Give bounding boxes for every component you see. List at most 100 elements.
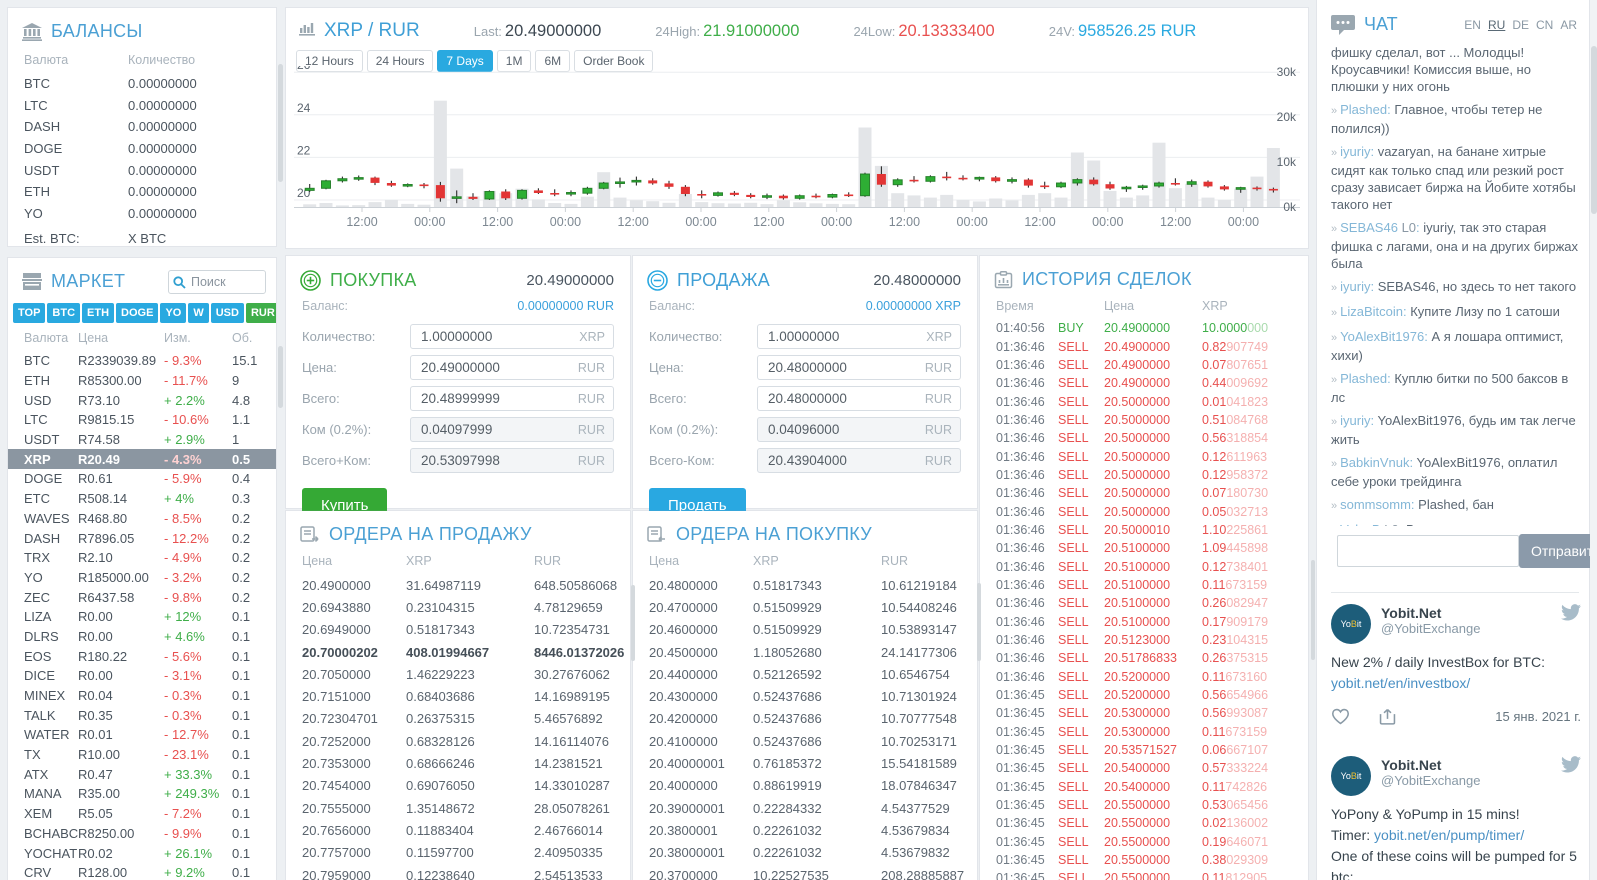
market-tab-btc[interactable]: BTC	[47, 303, 81, 323]
buy-всего-field[interactable]: RUR	[410, 386, 614, 411]
balances-scrollbar[interactable]	[278, 64, 283, 182]
sell-количество-field[interactable]: XRP	[757, 324, 961, 349]
buy-order-row[interactable]: 20.4800000 0.51817343 10.61219184	[649, 577, 957, 593]
market-tab-doge[interactable]: DOGE	[116, 303, 159, 323]
chat-message-input[interactable]	[1337, 535, 1519, 567]
chat-username[interactable]: Plashed	[1340, 371, 1388, 386]
chat-username[interactable]: SEBAS46	[1340, 220, 1398, 235]
buy-order-row[interactable]: 20.4500000 1.18052680 24.14177306	[649, 644, 957, 660]
sell-order-row[interactable]: 20.7151000 0.68403686 14.16989195	[302, 689, 610, 705]
chat-language-en[interactable]: EN	[1464, 17, 1481, 32]
market-row-eos[interactable]: EOS R180.22- 5.6% 0.1	[24, 648, 251, 664]
sell-order-row[interactable]: 20.7656000 0.11883404 2.46766014	[302, 822, 603, 838]
chat-username[interactable]: LizaBitcoin	[1340, 304, 1403, 319]
buy-order-row[interactable]: 20.4700000 0.51509929 10.54408246	[649, 599, 957, 615]
buy-field-input[interactable]	[419, 390, 572, 407]
buy-цена-field[interactable]: RUR	[410, 355, 614, 380]
market-row-dlrs[interactable]: DLRS R0.00 + 4.6% 0.1	[24, 628, 251, 644]
chat-username[interactable]: BabkinVnuk	[1340, 455, 1410, 470]
market-row-dice[interactable]: DICE R0.00- 3.1% 0.1	[24, 668, 251, 684]
tweet-author-name[interactable]: Yobit.Net	[1381, 605, 1442, 621]
sell-order-row[interactable]: 20.7050000 1.46229223 30.27676062	[302, 666, 610, 682]
sell-цена-field[interactable]: RUR	[757, 355, 961, 380]
chat-language-cn[interactable]: CN	[1535, 17, 1554, 32]
chat-language-ar[interactable]: AR	[1560, 17, 1577, 32]
market-row-usd[interactable]: USD R73.10 + 2.2% 4.8	[24, 392, 251, 408]
chat-username[interactable]: iyuriy	[1340, 279, 1371, 294]
sell-всего-field[interactable]: RUR	[757, 386, 961, 411]
chat-username[interactable]: iyuriy	[1340, 144, 1371, 159]
market-row-crv[interactable]: CRV R128.00 + 9.2% 0.1	[24, 865, 251, 880]
sell-order-row[interactable]: 20.7959000 0.12238640 2.54513533	[302, 867, 603, 880]
sell-order-row[interactable]: 20.4900000 31.64987119 648.50586068	[302, 577, 618, 593]
market-row-eth[interactable]: ETH R85300.00- 11.7% 9	[24, 373, 240, 389]
buy-order-row[interactable]: 20.3700000 10.22527535 208.28885887	[649, 867, 965, 880]
chat-language-de[interactable]: DE	[1512, 17, 1529, 32]
market-row-zec[interactable]: ZEC R6437.58- 9.8% 0.2	[24, 589, 251, 605]
market-row-etc[interactable]: ETC R508.14 + 4% 0.3	[24, 491, 251, 507]
chart-tab-24-hours[interactable]: 24 Hours	[366, 50, 434, 72]
sell-order-row[interactable]: 20.7757000 0.11597700 2.40950335	[302, 845, 603, 861]
buy-field-input[interactable]	[419, 328, 574, 345]
market-row-doge[interactable]: DOGE R0.61- 5.9% 0.4	[24, 471, 251, 487]
buy-order-row[interactable]: 20.3800001 0.22261032 4.53679834	[649, 822, 950, 838]
market-tab-w[interactable]: W	[188, 303, 209, 323]
market-search-input[interactable]	[189, 274, 255, 290]
market-row-mana[interactable]: MANA R35.00 + 249.3% 0.1	[24, 786, 251, 802]
market-tab-rur[interactable]: RUR	[245, 303, 276, 323]
like-heart-icon[interactable]	[1331, 708, 1350, 725]
market-tab-usd[interactable]: USD	[210, 303, 244, 323]
candlestick-chart[interactable]: 2624222012:0000:0012:0000:0012:0000:0012…	[294, 58, 1300, 242]
buy-order-row[interactable]: 20.39000001 0.22284332 4.54377529	[649, 800, 950, 816]
chart-tab-order-book[interactable]: Order Book	[574, 50, 654, 72]
market-row-xem[interactable]: XEM R5.05- 7.2% 0.1	[24, 806, 251, 822]
market-scrollbar[interactable]	[278, 346, 283, 408]
market-row-dash[interactable]: DASH R7896.05- 12.2% 0.2	[24, 530, 251, 546]
chart-tab-1m[interactable]: 1M	[496, 50, 532, 72]
tweet-author-handle[interactable]: @YobitExchange	[1381, 773, 1481, 788]
market-row-tx[interactable]: TX R10.00- 23.1% 0.1	[24, 747, 251, 763]
market-row-water[interactable]: WATER R0.01- 12.7% 0.1	[24, 727, 251, 743]
market-row-usdt[interactable]: USDT R74.58 + 2.9% 1	[24, 432, 240, 448]
sell-order-row[interactable]: 20.7353000 0.68666246 14.2381521	[302, 756, 603, 772]
buy-order-row[interactable]: 20.4000000 0.88619919 18.07846347	[649, 778, 957, 794]
sell-orders-scrollbar[interactable]	[631, 585, 635, 661]
buy-order-row[interactable]: 20.4200000 0.52437686 10.70777548	[649, 711, 957, 727]
market-row-bchabc[interactable]: BCHABC R8250.00- 9.9% 0.1	[24, 825, 251, 841]
market-row-btc[interactable]: BTC R2339039.89- 9.3% 15.1	[24, 353, 258, 369]
buy-order-row[interactable]: 20.38000001 0.22261032 4.53679832	[649, 845, 950, 861]
chat-scrollbar[interactable]	[1311, 560, 1315, 660]
buy-order-row[interactable]: 20.4100000 0.52437686 10.70253171	[649, 733, 957, 749]
market-row-atx[interactable]: ATX R0.47 + 33.3% 0.1	[24, 766, 251, 782]
market-row-trx[interactable]: TRX R2.10- 4.9% 0.2	[24, 550, 251, 566]
history-scrollbar[interactable]	[977, 583, 981, 661]
buy-field-input[interactable]	[419, 359, 572, 376]
sell-order-row[interactable]: 20.7555000 1.35148672 28.05078261	[302, 800, 610, 816]
sell-field-input[interactable]	[766, 390, 919, 407]
page-scrollbar[interactable]	[1590, 46, 1597, 214]
market-row-waves[interactable]: WAVES R468.80- 8.5% 0.2	[24, 510, 251, 526]
chat-language-ru[interactable]: RU	[1487, 17, 1506, 32]
market-tab-eth[interactable]: ETH	[82, 303, 115, 323]
market-tab-yo[interactable]: YO	[160, 303, 187, 323]
market-row-minex[interactable]: MINEX R0.04- 0.3% 0.1	[24, 688, 251, 704]
market-tab-top[interactable]: TOP	[13, 303, 46, 323]
chat-username[interactable]: Plashed	[1340, 102, 1388, 117]
market-row-yochat[interactable]: YOCHAT R0.02 + 26.1% 0.1	[24, 845, 251, 861]
sell-field-input[interactable]	[766, 328, 921, 345]
tweet-author-name[interactable]: Yobit.Net	[1381, 757, 1442, 773]
market-row-talk[interactable]: TALK R0.35- 0.3% 0.1	[24, 707, 251, 723]
tweet-author-handle[interactable]: @YobitExchange	[1381, 621, 1481, 636]
market-row-liza[interactable]: LIZA R0.00 + 12% 0.1	[24, 609, 251, 625]
market-row-xrp[interactable]: XRP R20.49- 4.3% 0.5	[8, 449, 276, 470]
buy-количество-field[interactable]: XRP	[410, 324, 614, 349]
chart-tab-12-hours[interactable]: 12 Hours	[296, 50, 363, 72]
tweet-link[interactable]: yobit.net/en/investbox/	[1331, 675, 1471, 691]
chat-username[interactable]: YoAlexBit1976	[1340, 329, 1425, 344]
buy-order-row[interactable]: 20.40000001 0.76185372 15.54181589	[649, 756, 957, 772]
sell-order-row[interactable]: 20.7454000 0.69076050 14.33010287	[302, 778, 610, 794]
tweet-link[interactable]: yobit.net/en/pump/timer/	[1374, 827, 1525, 843]
chart-tab-7-days[interactable]: 7 Days	[437, 50, 493, 72]
sell-field-input[interactable]	[766, 359, 919, 376]
sell-order-row[interactable]: 20.7252000 0.68328126 14.16114076	[302, 733, 609, 749]
